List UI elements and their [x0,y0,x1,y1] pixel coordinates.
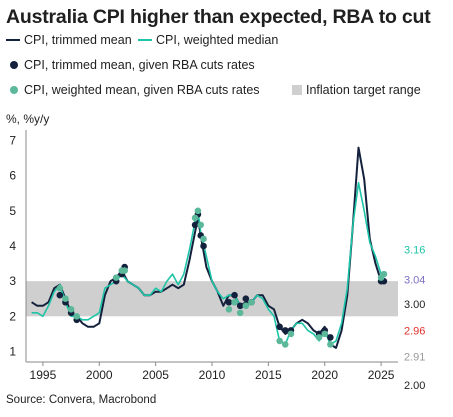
y-tick-label: 5 [9,204,16,218]
dot-trimmed-mean-cuts [56,291,64,299]
dot-trimmed-mean-cuts [276,323,283,331]
dot-trimmed-mean-cuts [327,334,334,341]
dot-weighted-mean-cuts [236,309,244,317]
dot-weighted-mean-cuts [242,302,250,310]
legend-item-weighted-median: CPI, weighted median [138,33,278,47]
end-value-label: 3.04 [404,274,425,286]
legend-item-weighted-mean-cuts: CPI, weighted mean, given RBA cuts rates [10,83,260,97]
x-tick-label: 2005 [142,368,169,382]
target-band [26,281,398,317]
dot-trimmed-mean-cuts [200,242,207,250]
legend-item-target-range: Inflation target range [292,83,421,97]
y-axis-unit-label: %, %y/y [6,112,50,126]
y-tick-label: 2 [9,309,16,323]
dot-weighted-mean-cuts [73,313,81,320]
legend-item-trimmed-mean: CPI, trimmed mean [6,33,132,47]
dot-trimmed-mean-cuts [242,295,250,303]
legend-swatch [10,86,18,94]
y-tick-label: 4 [9,239,16,253]
dot-weighted-mean-cuts [225,305,233,313]
dot-trimmed-mean-cuts [225,298,233,306]
dot-weighted-mean-cuts [276,337,283,345]
dot-trimmed-mean-cuts [281,327,289,334]
end-value-label: 2.00 [404,380,425,392]
legend-swatch [6,38,20,42]
dot-weighted-mean-cuts [112,274,120,281]
dot-weighted-mean-cuts [191,214,199,222]
dot-weighted-mean-cuts [67,305,75,313]
dot-weighted-mean-cuts [287,330,295,338]
dot-weighted-mean-cuts [315,334,323,341]
x-tick-label: 2000 [86,368,113,382]
end-value-label: 3.00 [404,299,425,311]
dot-trimmed-mean-cuts [231,291,238,299]
dot-weighted-mean-cuts [197,221,205,229]
x-tick-label: 2020 [311,368,338,382]
source-note: Source: Convera, Macrobond [6,394,157,406]
end-value-label: 2.91 [404,352,425,364]
dot-weighted-mean-cuts [321,330,329,338]
x-tick-label: 2015 [255,368,282,382]
series-line-trimmed-mean [31,146,383,349]
y-tick-label: 3 [9,274,16,288]
legend-swatch [138,38,152,42]
dot-weighted-mean-cuts [281,341,289,348]
legend-label: CPI, trimmed mean, given RBA cuts rates [24,58,255,72]
dot-weighted-mean-cuts [380,270,388,278]
x-tick-label: 1995 [30,368,57,382]
x-tick-label: 2025 [368,368,395,382]
y-tick-label: 1 [9,344,16,358]
legend-swatch [292,85,302,95]
dot-weighted-mean-cuts [56,284,64,292]
end-value-label: 3.16 [404,245,425,257]
dot-weighted-mean-cuts [62,295,69,303]
legend-label: CPI, trimmed mean [24,33,132,47]
end-value-label: 2.96 [404,325,425,337]
legend-swatch [10,61,18,69]
dot-trimmed-mean-cuts [191,221,199,229]
dot-trimmed-mean-cuts [236,302,244,310]
y-tick-label: 7 [9,134,16,148]
dot-weighted-mean-cuts [248,298,255,306]
dot-weighted-mean-cuts [327,341,334,348]
y-tick-label: 6 [9,169,16,183]
dot-weighted-mean-cuts [194,207,202,215]
chart-title: Australia CPI higher than expected, RBA … [6,6,431,28]
dot-weighted-mean-cuts [231,298,238,306]
legend-label: Inflation target range [306,83,421,97]
legend-label: CPI, weighted median [156,33,279,47]
x-tick-label: 2010 [199,368,226,382]
dot-weighted-mean-cuts [121,267,128,274]
legend-label: CPI, weighted mean, given RBA cuts rates [24,83,260,97]
legend-item-trimmed-mean-cuts: CPI, trimmed mean, given RBA cuts rates [10,58,255,72]
dot-weighted-mean-cuts [200,235,207,243]
